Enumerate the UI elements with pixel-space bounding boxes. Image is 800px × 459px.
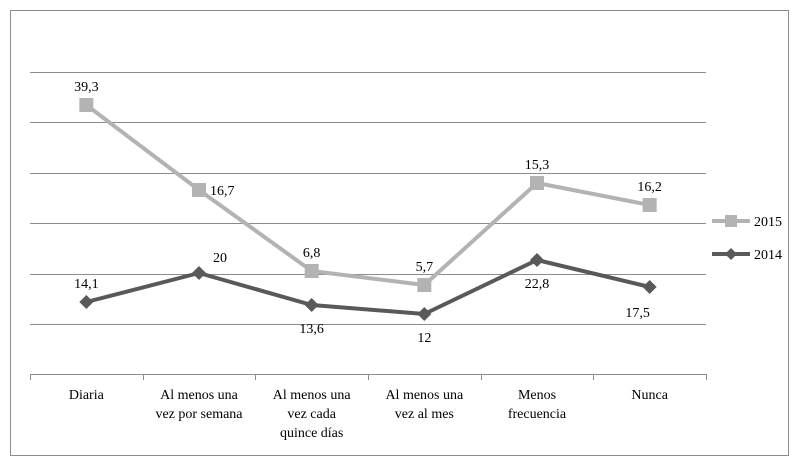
category-labels: Diaria Al menos una vez por semana Al menos… bbox=[69, 388, 669, 441]
legend: 2015 2014 bbox=[712, 215, 782, 263]
marker-2015-4 bbox=[530, 176, 544, 190]
marker-2015-1 bbox=[192, 183, 206, 197]
legend-marker-2014 bbox=[725, 248, 737, 260]
x-axis bbox=[30, 374, 707, 380]
data-label-2014-5: 17,5 bbox=[625, 306, 650, 321]
series-markers bbox=[79, 98, 657, 321]
data-label-2015-0: 39,3 bbox=[74, 80, 99, 95]
series-line-2015 bbox=[85, 103, 651, 287]
data-label-2015-4: 15,3 bbox=[525, 158, 550, 173]
marker-2015-2 bbox=[304, 264, 319, 278]
data-label-2014-2: 13,6 bbox=[299, 322, 324, 337]
data-labels: 39,3 16,7 6,8 5,7 15,3 16,2 14,1 20 13,6 12 22,8 17… bbox=[74, 80, 662, 346]
marker-2014-5 bbox=[642, 280, 657, 294]
category-label-4: Menos frecuencia bbox=[508, 388, 567, 422]
marker-2014-2 bbox=[304, 298, 319, 312]
legend-marker-2015 bbox=[725, 215, 737, 227]
data-label-2015-3: 5,7 bbox=[416, 260, 434, 275]
marker-2015-5 bbox=[642, 198, 657, 212]
marker-2015-0 bbox=[79, 98, 94, 112]
data-label-2015-1: 16,7 bbox=[210, 184, 235, 199]
chart-border bbox=[10, 10, 789, 456]
data-label-2014-0: 14,1 bbox=[74, 277, 99, 292]
data-label-2014-4: 22,8 bbox=[525, 277, 550, 292]
marker-2015-3 bbox=[417, 278, 432, 292]
marker-2014-4 bbox=[530, 253, 544, 267]
marker-2014-1 bbox=[192, 266, 206, 280]
category-label-0: Diaria bbox=[69, 388, 105, 403]
category-label-2: Al menos una vez cada quince días bbox=[273, 388, 352, 441]
category-label-3: Al menos una vez al mes bbox=[385, 388, 464, 422]
legend-label-2015: 2015 bbox=[754, 215, 782, 230]
marker-2014-0 bbox=[79, 295, 94, 309]
data-label-2015-2: 6,8 bbox=[303, 246, 321, 261]
series-line-2014 bbox=[85, 258, 651, 316]
data-label-2015-5: 16,2 bbox=[637, 180, 662, 195]
data-label-2014-1: 20 bbox=[213, 251, 227, 266]
data-label-2014-3: 12 bbox=[417, 331, 431, 346]
legend-label-2014: 2014 bbox=[754, 248, 782, 263]
gridlines bbox=[30, 72, 706, 325]
category-label-1: Al menos una vez por semana bbox=[155, 388, 243, 422]
category-label-5: Nunca bbox=[631, 388, 668, 403]
series-lines bbox=[85, 103, 651, 316]
marker-2014-3 bbox=[417, 307, 432, 321]
